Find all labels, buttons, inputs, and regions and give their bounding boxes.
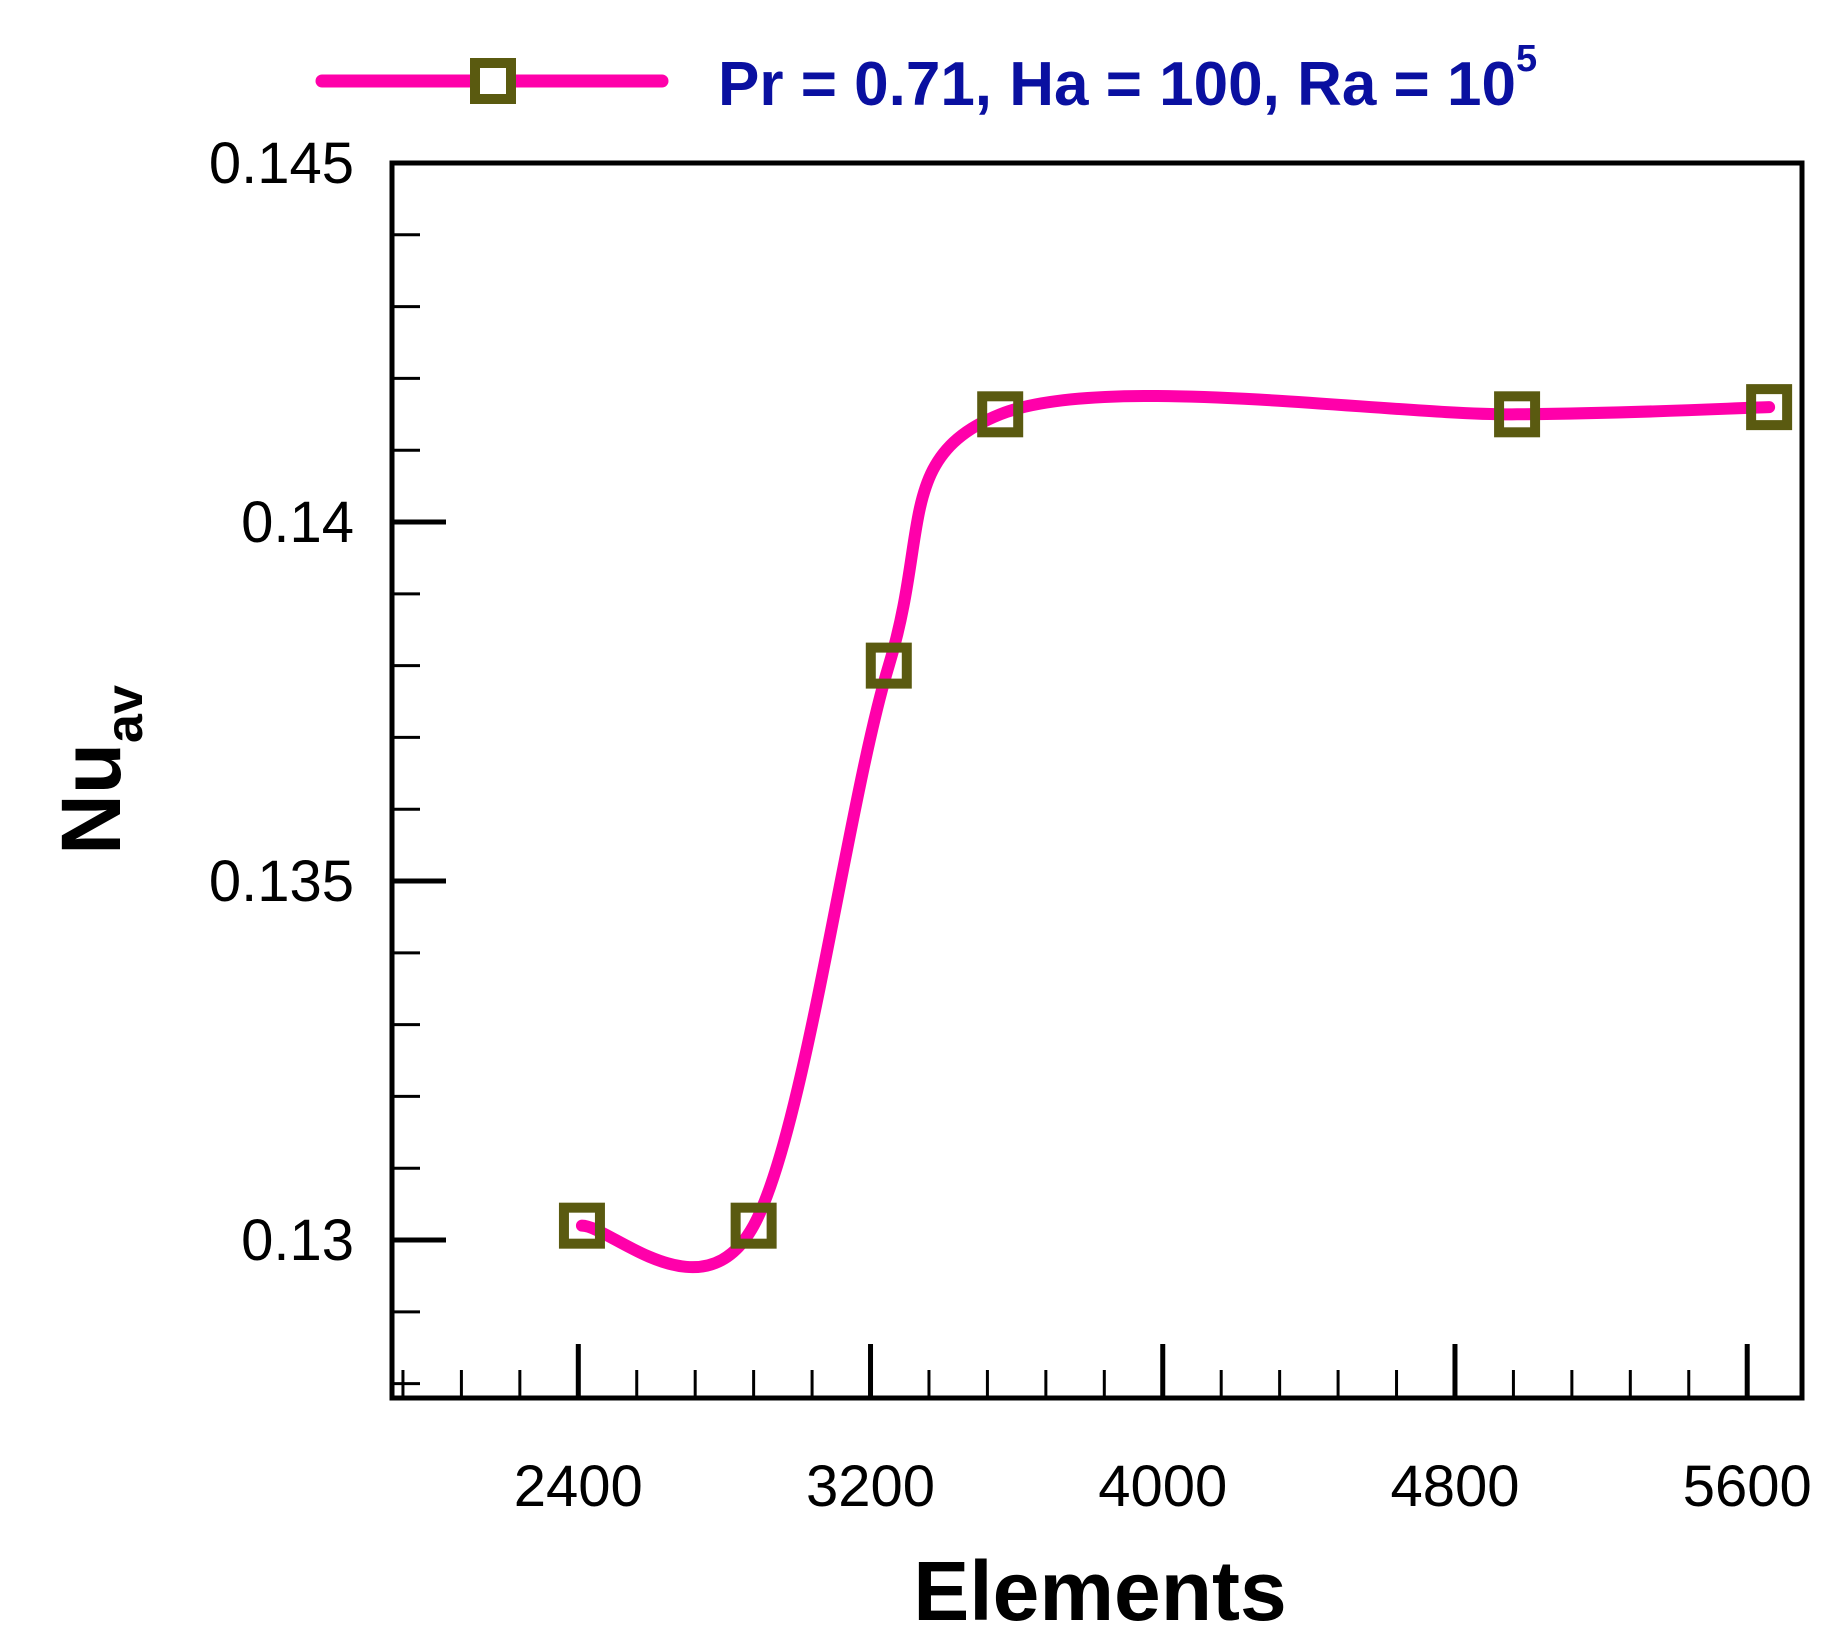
legend-label: Pr = 0.71, Ha = 100, Ra = 105: [718, 38, 1537, 119]
y-tick-label: 0.14: [241, 490, 354, 555]
x-axis-tick-labels: 2400 3200 4000 4800 5600: [514, 1454, 1812, 1519]
y-tick-label: 0.13: [241, 1208, 354, 1273]
plot-area-frame: [389, 160, 1805, 1401]
y-axis-title: Nuav: [44, 685, 154, 855]
data-point-marker: [1494, 391, 1541, 438]
y-tick-label: 0.135: [209, 849, 354, 914]
data-point-marker: [558, 1202, 605, 1249]
x-axis-ticks: [401, 1344, 1750, 1398]
x-tick-label: 4800: [1390, 1454, 1519, 1519]
legend: Pr = 0.71, Ha = 100, Ra = 105: [315, 38, 1537, 119]
x-axis-title: Elements: [913, 1544, 1287, 1638]
series-markers: [558, 384, 1793, 1249]
data-point-marker: [977, 391, 1024, 438]
data-point-marker: [865, 642, 912, 689]
x-tick-label: 3200: [806, 1454, 935, 1519]
series-line: [575, 390, 1776, 1274]
y-axis-title-main: Nu: [44, 743, 138, 855]
x-tick-label: 5600: [1683, 1454, 1812, 1519]
legend-marker-square: [470, 58, 516, 104]
y-axis-tick-labels: 0.13 0.135 0.14 0.145: [209, 131, 354, 1273]
x-tick-label: 4000: [1098, 1454, 1227, 1519]
data-point-marker: [1746, 384, 1793, 431]
x-tick-label: 2400: [514, 1454, 643, 1519]
legend-label-main: Pr = 0.71, Ha = 100, Ra = 10: [718, 50, 1516, 119]
y-axis-title-subscript: av: [96, 685, 154, 743]
legend-label-superscript: 5: [1516, 38, 1537, 80]
y-tick-label: 0.145: [209, 131, 354, 196]
y-axis-ticks: [392, 233, 446, 1386]
data-point-marker: [730, 1202, 777, 1249]
